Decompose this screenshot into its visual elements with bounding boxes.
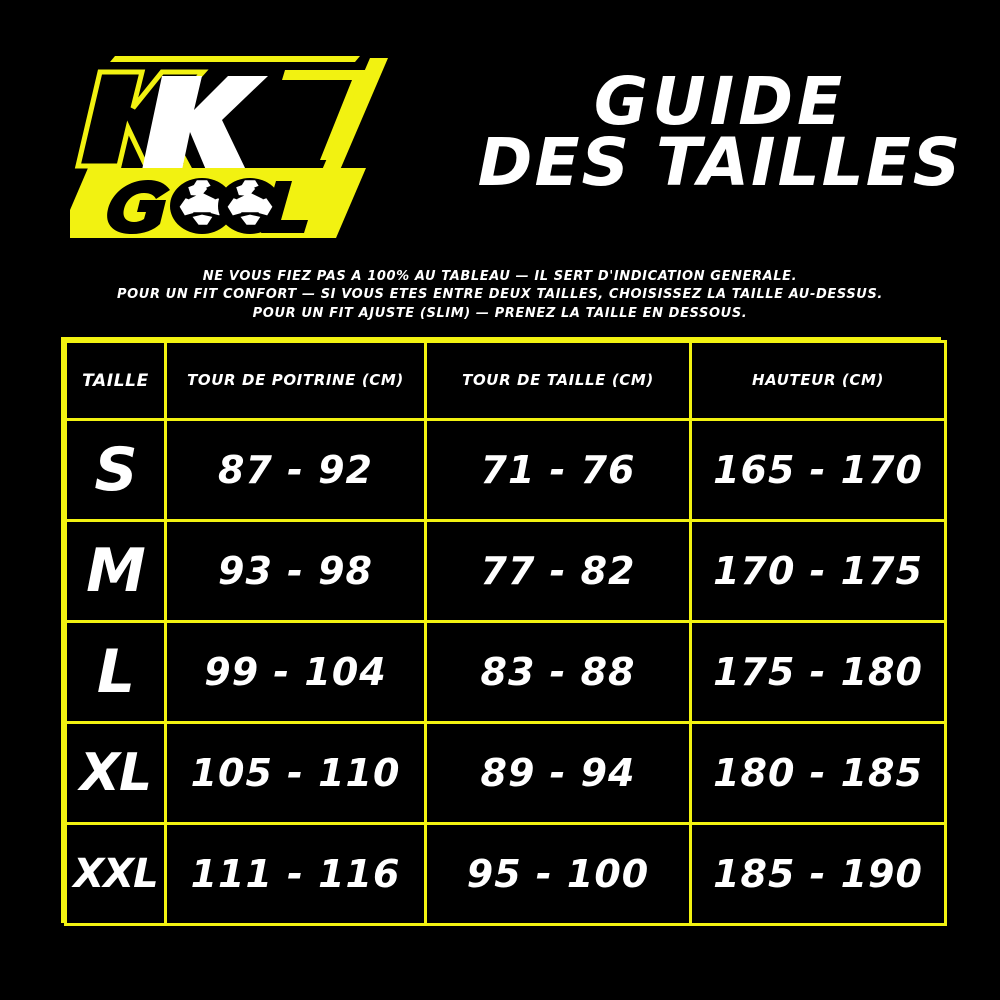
- cell-height: 180 - 185: [689, 721, 947, 825]
- cell-height: 170 - 175: [689, 519, 947, 623]
- subtitle-line-1: NE VOUS FIEZ PAS A 100% AU TABLEAU — IL …: [202, 269, 798, 284]
- table-head: TAILLE TOUR DE POITRINE (CM) TOUR DE TAI…: [64, 340, 947, 421]
- table-row: S 87 - 92 71 - 76 165 - 170: [64, 418, 947, 522]
- soccer-ball-icon-2: [218, 178, 282, 234]
- cell-height: 175 - 180: [689, 620, 947, 724]
- logo-top-rule: [110, 56, 360, 62]
- column-header-height: HAUTEUR (CM): [689, 340, 947, 421]
- column-header-chest: TOUR DE POITRINE (CM): [164, 340, 427, 421]
- column-header-waist: TOUR DE TAILLE (CM): [424, 340, 692, 421]
- cell-size: L: [64, 620, 167, 724]
- table-row: M 93 - 98 77 - 82 170 - 175: [64, 519, 947, 623]
- column-header-size: TAILLE: [64, 340, 167, 421]
- cell-waist: 71 - 76: [424, 418, 692, 522]
- cell-chest: 93 - 98: [164, 519, 427, 623]
- table-body: S 87 - 92 71 - 76 165 - 170 M 93 - 98 77…: [64, 418, 947, 926]
- cell-size: M: [64, 519, 167, 623]
- soccer-ball-icon-1: [170, 178, 234, 234]
- page-title-line1: GUIDE: [593, 63, 847, 140]
- cell-waist: 77 - 82: [424, 519, 692, 623]
- table-row: XL 105 - 110 89 - 94 180 - 185: [64, 721, 947, 825]
- subtitle-notes: NE VOUS FIEZ PAS A 100% AU TABLEAU — IL …: [0, 268, 1000, 323]
- table-header-row: TAILLE TOUR DE POITRINE (CM) TOUR DE TAI…: [64, 340, 947, 421]
- table-row: L 99 - 104 83 - 88 175 - 180: [64, 620, 947, 724]
- cell-chest: 87 - 92: [164, 418, 427, 522]
- brand-logo: [70, 48, 400, 248]
- size-table: TAILLE TOUR DE POITRINE (CM) TOUR DE TAI…: [64, 340, 947, 926]
- page-title: GUIDE DES TAILLES: [450, 63, 990, 201]
- subtitle-line-3: POUR UN FIT AJUSTE (SLIM) — PRENEZ LA TA…: [252, 305, 748, 321]
- table-row: XXL 111 - 116 95 - 100 185 - 190: [64, 822, 947, 926]
- cell-waist: 95 - 100: [424, 822, 692, 926]
- cell-chest: 111 - 116: [164, 822, 427, 926]
- seven-slash-icon: [282, 58, 388, 198]
- page-title-line2: DES TAILLES: [477, 123, 963, 201]
- size-table-container: TAILLE TOUR DE POITRINE (CM) TOUR DE TAI…: [61, 337, 947, 926]
- column-header-waist-label: TOUR DE TAILLE (CM): [462, 371, 654, 389]
- cell-size: XXL: [64, 822, 167, 926]
- subtitle-line-2: POUR UN FIT CONFORT — SI VOUS ETES ENTRE…: [117, 287, 883, 303]
- logo-k-solid: [142, 76, 268, 170]
- cell-chest: 105 - 110: [164, 721, 427, 825]
- cell-size: S: [64, 418, 167, 522]
- cell-waist: 83 - 88: [424, 620, 692, 724]
- cell-chest: 99 - 104: [164, 620, 427, 724]
- cell-waist: 89 - 94: [424, 721, 692, 825]
- cell-height: 165 - 170: [689, 418, 947, 522]
- page-header: GUIDE DES TAILLES: [0, 0, 1000, 270]
- column-header-height-label: HAUTEUR (CM): [752, 371, 884, 389]
- cell-size: XL: [64, 721, 167, 825]
- cell-height: 185 - 190: [689, 822, 947, 926]
- column-header-size-label: TAILLE: [82, 370, 149, 391]
- column-header-chest-label: TOUR DE POITRINE (CM): [187, 371, 404, 389]
